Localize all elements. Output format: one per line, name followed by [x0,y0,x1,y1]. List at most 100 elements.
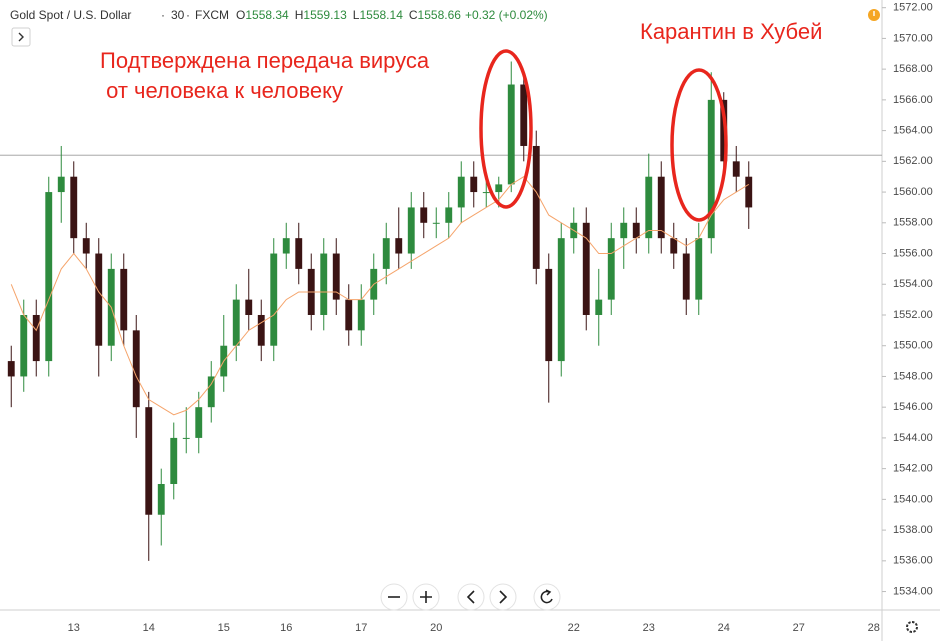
candle-body [82,238,90,254]
y-tick-label: 1536.00 [893,555,933,567]
x-tick-label: 24 [718,622,730,634]
candle-body [7,361,15,377]
zoom-in-icon [420,591,432,603]
candle-body [670,238,678,254]
separator: · [161,8,165,22]
candle-body [732,161,740,177]
ohlc-key: L [353,8,360,22]
x-tick-label: 16 [280,622,292,634]
x-tick-label: 22 [568,622,580,634]
candle-body [157,484,165,515]
candle-body [120,268,128,331]
candle-body [407,207,415,254]
candle-body [320,253,328,315]
candle-body [532,145,540,269]
candle-body [395,238,403,254]
scroll-right-button[interactable] [489,583,517,611]
candle-body [595,299,603,315]
annotation-text: от человека к человеку [100,78,343,103]
x-tick-label: 13 [68,622,80,634]
y-tick-label: 1560.00 [893,186,933,198]
y-tick-label: 1534.00 [893,585,933,597]
scroll-left-icon [466,590,475,604]
candle-body [495,184,503,193]
candle-body [470,176,478,193]
candle-body [645,176,653,239]
candle-body [657,176,665,239]
candle-body [707,99,715,239]
ohlc-key: C [409,8,418,22]
highlight-ellipse [670,68,728,222]
y-tick-label: 1548.00 [893,370,933,382]
plot-area [0,61,882,561]
collapse-button[interactable] [11,27,31,47]
y-tick-label: 1556.00 [893,247,933,259]
scroll-right-icon [499,590,508,604]
settings-icon[interactable] [906,621,918,633]
candle-body [245,299,253,315]
reset-button[interactable] [533,583,561,611]
candle-body [682,253,690,300]
candle-body [45,192,53,362]
candle-body [207,376,215,408]
candle-body [582,222,590,315]
candle-body [695,238,703,300]
candle-body [607,238,615,300]
y-tick-label: 1538.00 [893,524,933,536]
candle-body [632,222,640,239]
y-tick-label: 1564.00 [893,125,933,137]
candle-body [182,437,190,439]
y-tick-label: 1542.00 [893,463,933,475]
candle-body [332,253,340,300]
x-tick-label: 27 [793,622,805,634]
reset-icon-arrow [545,589,552,596]
x-tick-label: 23 [643,622,655,634]
source: FXCM [195,8,229,22]
candle-body [95,253,103,346]
candle-body [382,238,390,269]
x-tick-label: 20 [430,622,442,634]
y-tick-label: 1552.00 [893,309,933,321]
candle-body [482,192,490,194]
candle-body [282,238,290,254]
ohlc-value: 1558.14 [359,8,403,22]
ohlc-key: H [295,8,304,22]
candle-body [345,299,353,331]
candle-body [507,84,515,185]
candle-body [132,330,140,408]
x-tick-label: 17 [355,622,367,634]
y-tick-label: 1566.00 [893,94,933,106]
collapse-icon [18,32,24,42]
symbol-title: Gold Spot / U.S. Dollar [10,8,131,22]
highlight-ellipse [479,49,533,209]
x-tick-label: 28 [868,622,880,634]
interval: 30 [171,8,185,22]
x-tick-label: 15 [218,622,230,634]
candle-body [232,299,240,346]
candle-body [270,253,278,346]
candle-body [620,222,628,239]
scroll-left-button[interactable] [457,583,485,611]
annotation-text: Карантин в Хубей [640,19,822,44]
candle-body [145,407,153,515]
candle-body [557,238,565,362]
y-tick-label: 1540.00 [893,493,933,505]
candle-body [432,222,440,224]
ohlc-value: 1558.66 [418,8,462,22]
candle-body [70,176,78,239]
x-tick-label: 14 [143,622,155,634]
y-tick-label: 1544.00 [893,432,933,444]
change-value: +0.32 (+0.02%) [465,8,548,22]
alert-icon-mark [873,11,875,16]
ohlc-key: O [236,8,245,22]
candle-body [170,437,178,485]
ohlc-value: 1558.34 [245,8,289,22]
moving-average-line [10,176,750,416]
y-tick-label: 1550.00 [893,340,933,352]
candle-body [357,299,365,331]
y-tick-label: 1572.00 [893,2,933,14]
